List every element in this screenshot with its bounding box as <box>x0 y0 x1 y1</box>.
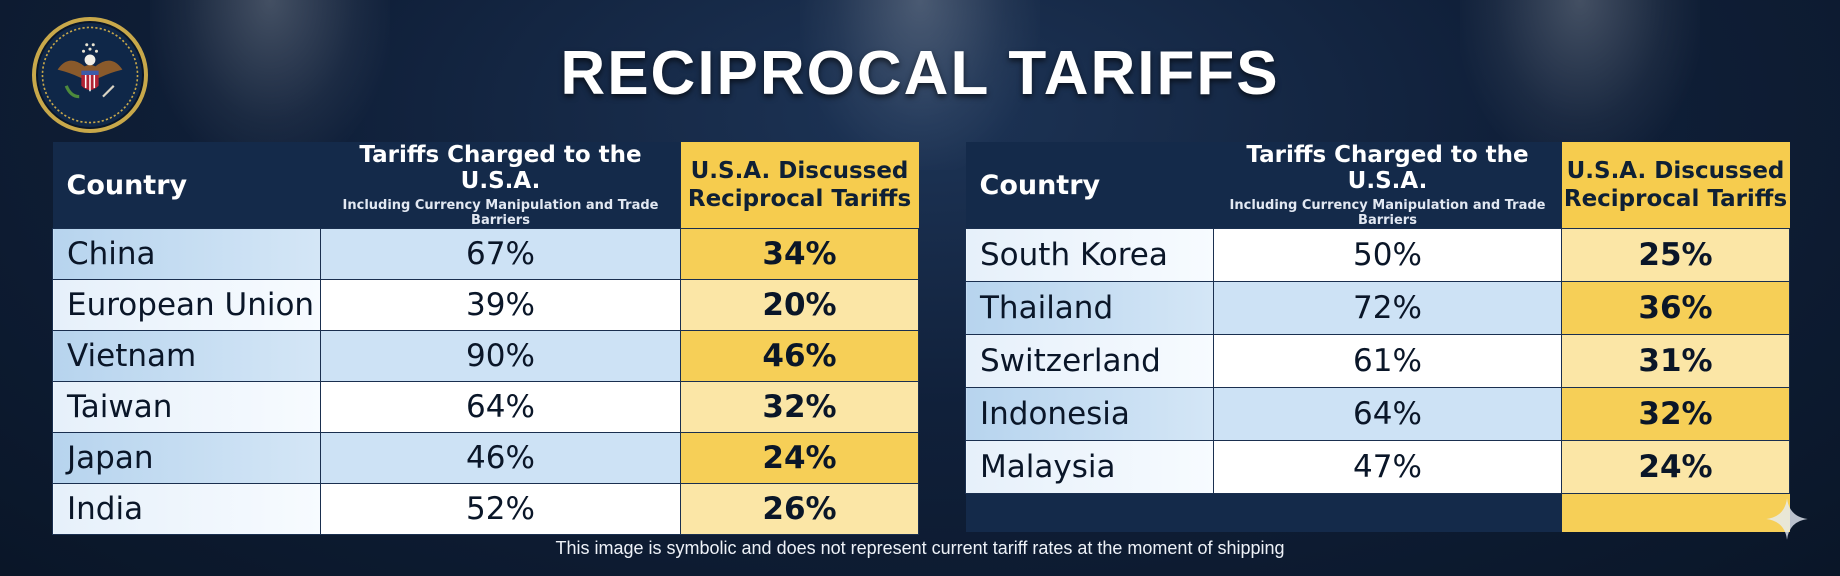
country-cell: Taiwan <box>52 381 321 433</box>
tariff-cell: 72% <box>1213 281 1562 335</box>
reciprocal-cell: 32% <box>1561 387 1790 441</box>
reciprocal-header-line2: Reciprocal Tariffs <box>687 186 912 212</box>
country-cell: China <box>52 228 321 280</box>
table-filler-row <box>965 493 1790 532</box>
country-cell: Indonesia <box>965 387 1214 441</box>
table-row: Switzerland 61% 31% <box>965 334 1790 388</box>
reciprocal-cell: 31% <box>1561 334 1790 388</box>
presidential-seal-icon <box>32 17 148 133</box>
tariffs-charged-column-header: Tariffs Charged to the U.S.A. Including … <box>1213 142 1562 229</box>
country-cell: India <box>52 483 321 535</box>
table-row: Thailand 72% 36% <box>965 281 1790 335</box>
tariffs-charged-header-sublabel: Including Currency Manipulation and Trad… <box>1229 198 1546 228</box>
table-header-row: Country Tariffs Charged to the U.S.A. In… <box>965 142 1790 229</box>
country-cell: Japan <box>52 432 321 484</box>
table-row: Taiwan 64% 32% <box>52 381 919 433</box>
country-cell: Malaysia <box>965 440 1214 494</box>
table-row: Vietnam 90% 46% <box>52 330 919 382</box>
reciprocal-cell: 24% <box>1561 440 1790 494</box>
reciprocal-cell: 26% <box>680 483 919 535</box>
country-cell: Thailand <box>965 281 1214 335</box>
tariff-cell: 39% <box>320 279 681 331</box>
tariff-cell: 67% <box>320 228 681 280</box>
country-cell: Switzerland <box>965 334 1214 388</box>
sparkle-icon <box>1764 496 1810 542</box>
tariff-cell: 47% <box>1213 440 1562 494</box>
table-row: Japan 46% 24% <box>52 432 919 484</box>
reciprocal-cell: 24% <box>680 432 919 484</box>
country-column-header: Country <box>52 142 321 229</box>
table-row: India 52% 26% <box>52 483 919 535</box>
reciprocal-cell: 46% <box>680 330 919 382</box>
tariff-cell: 90% <box>320 330 681 382</box>
table-row: Indonesia 64% 32% <box>965 387 1790 441</box>
reciprocal-column-header: U.S.A. Discussed Reciprocal Tariffs <box>1561 142 1790 229</box>
tariff-table-right: Country Tariffs Charged to the U.S.A. In… <box>965 142 1790 532</box>
tariff-table-left: Country Tariffs Charged to the U.S.A. In… <box>52 142 919 535</box>
tariff-cell: 64% <box>1213 387 1562 441</box>
country-cell: European Union <box>52 279 321 331</box>
tariffs-charged-header-sublabel: Including Currency Manipulation and Trad… <box>342 198 659 228</box>
reciprocal-cell: 36% <box>1561 281 1790 335</box>
table-row: Malaysia 47% 24% <box>965 440 1790 494</box>
tariff-cell: 50% <box>1213 228 1562 282</box>
reciprocal-header-line2: Reciprocal Tariffs <box>1563 186 1788 212</box>
tariffs-charged-header-label: Tariffs Charged to the U.S.A. <box>1246 142 1529 194</box>
table-row: China 67% 34% <box>52 228 919 280</box>
reciprocal-header-line1: U.S.A. Discussed <box>690 158 909 184</box>
footnote: This image is symbolic and does not repr… <box>555 538 1285 558</box>
reciprocal-cell: 20% <box>680 279 919 331</box>
reciprocal-cell: 32% <box>680 381 919 433</box>
reciprocal-column-header: U.S.A. Discussed Reciprocal Tariffs <box>680 142 919 229</box>
table-row: South Korea 50% 25% <box>965 228 1790 282</box>
country-cell: South Korea <box>965 228 1214 282</box>
tariff-cell: 46% <box>320 432 681 484</box>
table-header-row: Country Tariffs Charged to the U.S.A. In… <box>52 142 919 229</box>
tariff-cell: 64% <box>320 381 681 433</box>
reciprocal-cell: 25% <box>1561 228 1790 282</box>
tariffs-charged-header-label: Tariffs Charged to the U.S.A. <box>359 142 642 194</box>
reciprocal-cell: 34% <box>680 228 919 280</box>
table-row: European Union 39% 20% <box>52 279 919 331</box>
reciprocal-header-line1: U.S.A. Discussed <box>1566 158 1785 184</box>
tariff-cell: 61% <box>1213 334 1562 388</box>
page-title: RECIPROCAL TARIFFS <box>560 39 1280 108</box>
country-cell: Vietnam <box>52 330 321 382</box>
country-column-header: Country <box>965 142 1214 229</box>
tariffs-charged-column-header: Tariffs Charged to the U.S.A. Including … <box>320 142 681 229</box>
tariff-cell: 52% <box>320 483 681 535</box>
